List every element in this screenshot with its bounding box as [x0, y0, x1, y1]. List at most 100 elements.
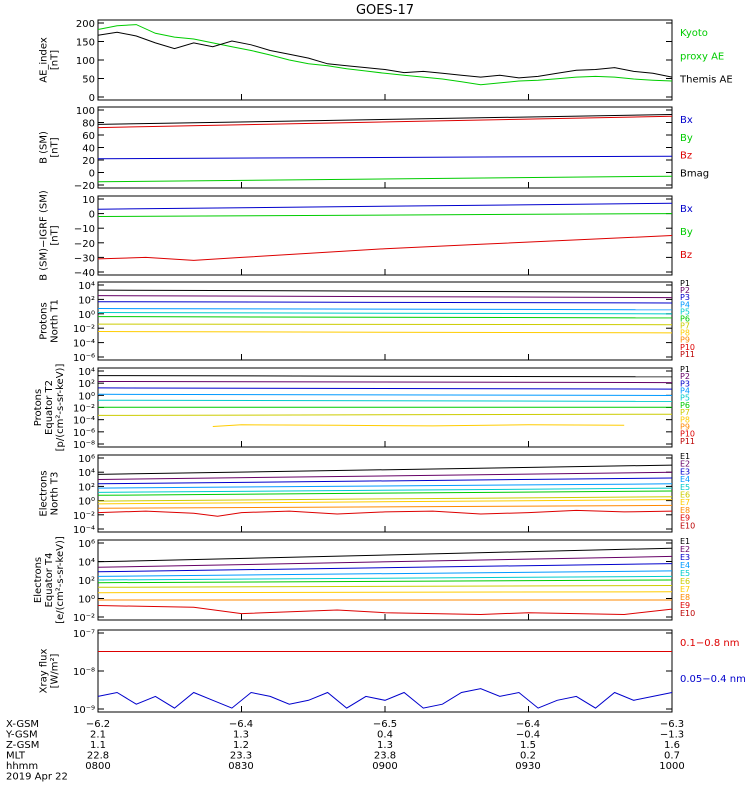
y-axis-label-line: [nT] — [50, 137, 61, 157]
series-line — [97, 464, 673, 475]
legend-entry: P2 — [680, 286, 690, 295]
y-tick-label: 50 — [82, 75, 95, 86]
series-line — [97, 591, 673, 594]
panel-e4: 10⁶ 10⁴ 10² 10⁰ 10⁻² ElectronsEquator T4[e/(c… — [33, 536, 695, 624]
series-line — [97, 301, 673, 304]
footer-row-label: X-GSM — [6, 719, 39, 730]
legend-entry: E4 — [680, 561, 690, 570]
legend-entry: E8 — [680, 506, 690, 515]
footer-value: −6.4 — [229, 719, 253, 730]
y-axis-label-line: Electrons — [33, 557, 44, 603]
series-line — [97, 413, 673, 416]
y-axis-label: Xray flux[W/m²] — [39, 649, 61, 694]
footer-value: 2.1 — [90, 730, 106, 741]
y-tick-label: 10⁻² — [73, 613, 95, 624]
series-line — [97, 547, 673, 563]
legend-entry: P3 — [680, 379, 690, 388]
legend-entry: Bmag — [680, 168, 709, 179]
legend-entry: E6 — [680, 491, 690, 500]
y-axis-label-line: B (SM) — [39, 131, 50, 164]
y-axis-label-line: AE_index — [39, 37, 50, 83]
y-tick-label: 150 — [76, 38, 95, 49]
legend-entry: P4 — [680, 387, 690, 396]
y-axis-label-line: North T3 — [50, 472, 61, 516]
y-tick-label: 100 — [76, 106, 95, 117]
y-axis-label-line: Xray flux — [39, 649, 50, 694]
legend-entry: E5 — [680, 569, 690, 578]
y-tick-label: 10⁻⁴ — [73, 416, 95, 427]
legend-entry: 0.1−0.8 nm — [680, 638, 739, 649]
series-line — [97, 563, 673, 573]
footer-value: 1.2 — [233, 740, 249, 751]
y-tick-label: 10⁶ — [78, 539, 95, 550]
series-line — [97, 579, 673, 584]
y-axis-label-line: Equator T4 — [44, 553, 55, 608]
y-axis-label: ProtonsNorth T1 — [39, 299, 61, 343]
y-tick-label: 10⁰ — [78, 595, 95, 606]
panel-p1: 10⁴ 10² 10⁰ 10⁻² 10⁻⁴ 10⁻⁶ ProtonsNorth T1 P1P2… — [39, 279, 696, 364]
y-tick-label: 10⁻⁸ — [73, 667, 95, 678]
footer-value: 1.5 — [520, 740, 536, 751]
footer-value: 0830 — [228, 761, 253, 772]
legend-entry: P11 — [680, 350, 695, 359]
panel-ae: 200 150 100 50 0 AE_index[nT] Kyoto proxy AE The… — [39, 19, 733, 104]
footer-value: 1.1 — [90, 740, 106, 751]
legend-entry: By — [680, 133, 693, 144]
y-tick-label: 10⁻⁴ — [73, 339, 95, 350]
y-tick-label: 10⁻² — [73, 511, 95, 522]
series-line — [97, 155, 673, 160]
footer-value: 0.4 — [377, 730, 393, 741]
footer-value: 1.3 — [377, 740, 393, 751]
series-line — [97, 115, 673, 129]
y-tick-label: 100 — [76, 56, 95, 67]
legend-entry: P6 — [680, 314, 690, 323]
series-line — [97, 688, 673, 709]
y-tick-label: −10 — [74, 224, 95, 235]
y-axis-label-line: [e/(cm²-s-sr-keV)] — [55, 536, 66, 624]
y-tick-label: 10⁻⁸ — [73, 440, 95, 451]
y-axis-label: B (SM)[nT] — [39, 131, 61, 164]
series-line — [97, 375, 673, 378]
footer-value: −6.3 — [660, 719, 684, 730]
y-tick-label: 10⁶ — [78, 454, 95, 465]
y-axis-label: B (SM)−IGRF (SM)[nT] — [39, 190, 61, 281]
legend-entry: E9 — [680, 601, 690, 610]
y-tick-label: 10⁰ — [78, 497, 95, 508]
y-axis-label-line: [nT] — [50, 50, 61, 70]
y-tick-label: −30 — [74, 253, 95, 264]
legend-entry: E5 — [680, 483, 690, 492]
legend-entry: P7 — [680, 408, 690, 417]
legend-entry: P2 — [680, 372, 690, 381]
series-line — [97, 477, 673, 485]
series-line — [97, 175, 673, 183]
series-line — [212, 424, 625, 427]
legend-entry: P8 — [680, 415, 690, 424]
footer-row-label: MLT — [6, 751, 26, 762]
series-line — [97, 202, 673, 210]
footer-value: 1.3 — [233, 730, 249, 741]
series-line — [97, 393, 673, 396]
y-tick-label: 10⁴ — [78, 281, 95, 292]
y-tick-label: 10⁰ — [78, 310, 95, 321]
panel-frame — [97, 19, 673, 101]
ephemeris-footer: X-GSM −6.2 −6.4 −6.5 −6.4 −6.3Y-GSM 2.1 1.3 0.4−… — [5, 719, 685, 783]
legend-entry: Bz — [680, 151, 692, 162]
series-line — [97, 323, 673, 326]
legend-entry: E2 — [680, 545, 690, 554]
y-tick-label: 0 — [89, 93, 95, 104]
footer-row-label: Z-GSM — [6, 740, 39, 751]
y-axis-label-line: Equator T2 — [44, 380, 55, 435]
legend-entry: P1 — [680, 365, 690, 374]
series-line — [97, 312, 673, 315]
series-line — [97, 555, 673, 568]
footer-value: −6.5 — [373, 719, 397, 730]
footer-value: −6.2 — [86, 719, 110, 730]
legend-entry: E10 — [680, 609, 695, 618]
footer-value: 0.2 — [520, 751, 536, 762]
series-line — [97, 24, 673, 86]
y-axis-label: AE_index[nT] — [39, 37, 61, 83]
series-line — [97, 381, 673, 384]
y-tick-label: 200 — [76, 19, 95, 30]
